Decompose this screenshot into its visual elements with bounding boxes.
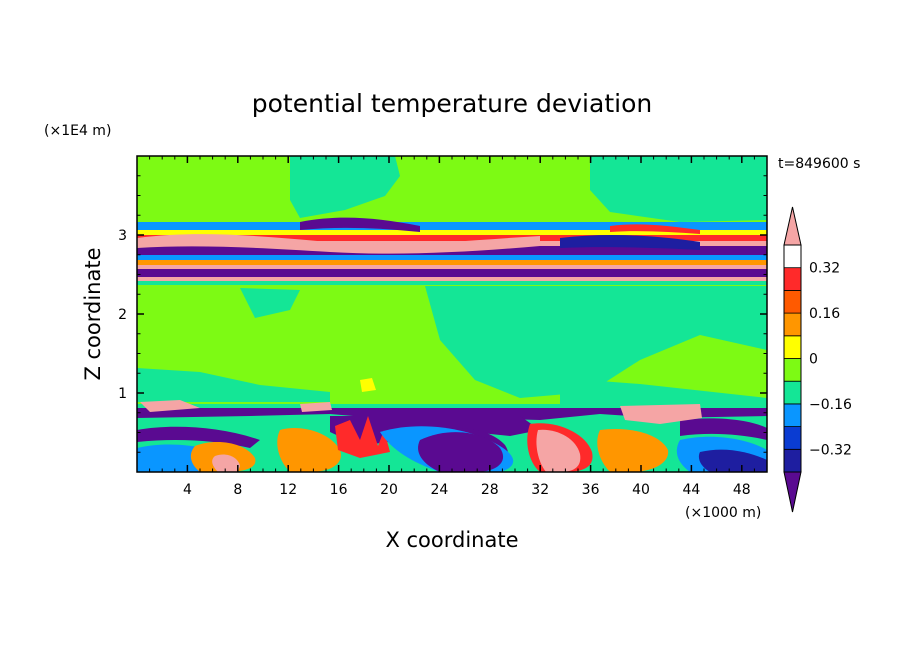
band-stripe — [137, 281, 767, 285]
colorbar-tick-label: −0.32 — [809, 442, 852, 458]
band-wisp — [610, 224, 700, 234]
y-axis: 1 2 3 — [118, 175, 767, 453]
band-stripe — [137, 269, 767, 277]
colorbar-tick-label: 0 — [809, 352, 818, 368]
colorbar-swatch — [783, 448, 802, 473]
chart-title: potential temperature deviation — [252, 89, 652, 118]
band-stripe — [137, 265, 767, 269]
colorbar-tick-label: 0.16 — [809, 306, 840, 322]
band-stripe — [137, 222, 767, 230]
colorbar-swatch — [783, 403, 802, 427]
y-tick-label: 3 — [118, 228, 127, 244]
colorbar-swatch — [783, 267, 802, 291]
contour-region — [425, 286, 767, 398]
contour-region — [140, 400, 200, 412]
y-tick-label: 2 — [118, 307, 127, 323]
contour-region — [300, 402, 332, 412]
band-stripe — [137, 230, 767, 235]
band-wisp — [560, 235, 700, 250]
colorbar-tick-label: 0.32 — [809, 261, 840, 277]
x-tick-label: 32 — [531, 482, 549, 498]
colorbar-frame — [783, 244, 802, 473]
band-wisp — [300, 217, 420, 232]
colorbar-swatch — [783, 380, 802, 405]
contour-region — [620, 404, 702, 424]
lower-layer-top — [137, 408, 767, 420]
y-tick-label: 1 — [118, 386, 127, 402]
x-tick-label: 4 — [183, 482, 192, 498]
x-tick-label: 48 — [733, 482, 751, 498]
x-tick-label: 40 — [632, 482, 650, 498]
contour-region — [560, 378, 767, 404]
contour-region — [212, 454, 240, 472]
colorbar-extend-min — [783, 471, 802, 513]
x-tick-label: 20 — [380, 482, 398, 498]
band-stripe — [137, 235, 767, 241]
contour-region — [240, 288, 300, 318]
contour-region — [290, 156, 400, 218]
colorbar-swatch — [783, 426, 802, 450]
x-tick-label: 8 — [233, 482, 242, 498]
band-stripe — [137, 255, 767, 260]
contour-region — [360, 378, 376, 392]
upper-band — [137, 217, 767, 285]
x-axis-label: X coordinate — [385, 528, 518, 552]
x-tick-label: 28 — [481, 482, 499, 498]
x-axis: 4 8 12 16 20 24 28 32 36 40 44 48 — [149, 156, 755, 498]
contour-region — [698, 449, 767, 472]
colorbar-swatch — [783, 358, 802, 382]
colorbar-tick-label: −0.16 — [809, 397, 852, 413]
contour-region — [536, 429, 581, 472]
colorbar-swatch — [783, 335, 802, 359]
colorbar-swatch — [783, 289, 802, 314]
x-tick-label: 12 — [279, 482, 297, 498]
heatmap-field — [137, 156, 767, 472]
y-unit-label: (×1E4 m) — [44, 123, 111, 139]
contour-region — [335, 416, 390, 458]
colorbar: 0.32 0.16 0 −0.16 −0.32 — [783, 206, 852, 513]
band-stripe — [137, 277, 767, 281]
contour-region — [680, 418, 767, 440]
x-unit-label: (×1000 m) — [685, 505, 761, 521]
colorbar-extend-max — [783, 206, 802, 246]
contour-region — [137, 368, 330, 402]
contour-region — [137, 426, 260, 448]
contour-region — [418, 432, 504, 472]
lower-turbulent-layer — [137, 370, 767, 472]
contour-region — [590, 156, 767, 222]
colorbar-swatch — [783, 312, 802, 337]
band-wisp — [137, 234, 540, 254]
band-stripe — [137, 260, 767, 265]
time-label: t=849600 s — [778, 156, 860, 172]
x-tick-label: 16 — [330, 482, 348, 498]
y-axis-label: Z coordinate — [81, 247, 105, 380]
x-tick-label: 36 — [582, 482, 600, 498]
contour-region — [500, 370, 514, 388]
x-tick-label: 24 — [430, 482, 448, 498]
contour-region — [277, 428, 341, 472]
contour-region — [597, 428, 669, 472]
x-tick-label: 44 — [682, 482, 700, 498]
